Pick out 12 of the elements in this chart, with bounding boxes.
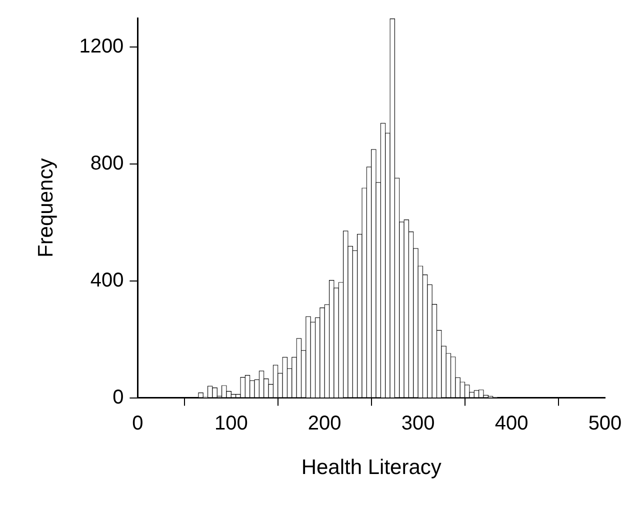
x-tick-label: 200 <box>308 412 342 434</box>
x-tick-label: 500 <box>588 412 622 434</box>
y-axis-title: Frequency <box>34 158 58 258</box>
y-tick-label: 800 <box>90 152 124 175</box>
y-tick-label: 0 <box>112 386 124 408</box>
x-tick-label: 300 <box>401 412 435 434</box>
y-tick-label: 400 <box>90 269 124 292</box>
x-tick-label: 400 <box>494 412 528 434</box>
x-tick-label: 100 <box>214 412 248 434</box>
x-tick-label: 0 <box>132 412 144 434</box>
y-tick-label: 1200 <box>79 36 124 58</box>
x-axis-title: Health Literacy <box>301 456 442 480</box>
